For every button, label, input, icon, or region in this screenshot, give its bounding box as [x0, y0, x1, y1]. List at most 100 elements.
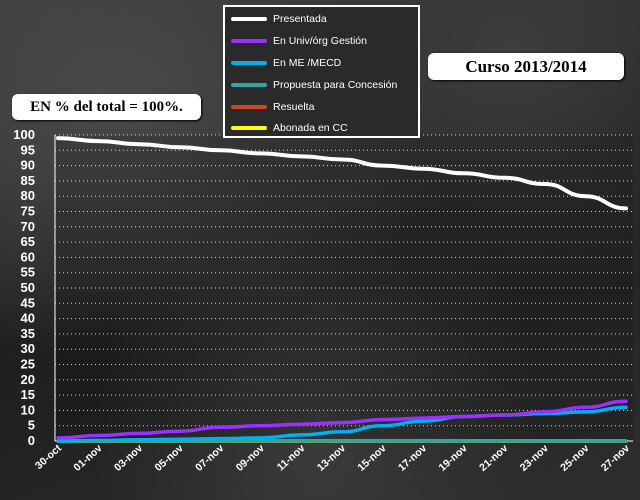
- legend-item-resuelta: Resuelta: [231, 99, 314, 115]
- series-0-point-3: [179, 147, 180, 148]
- series-1-point-8: [382, 419, 383, 420]
- x-tick-label-01-nov: 01-nov: [71, 442, 104, 474]
- legend-item-abonada: Abonada en CC: [231, 120, 348, 136]
- y-tick-label-50: 50: [21, 280, 35, 295]
- x-tick-label-21-nov: 21-nov: [477, 442, 510, 474]
- series-0-point-2: [139, 144, 140, 145]
- series-1-point-1: [98, 435, 99, 436]
- series-0-point-9: [423, 168, 424, 169]
- series-2-point-5: [260, 437, 261, 438]
- series-3-point-6: [301, 441, 302, 442]
- series-0-point-10: [463, 173, 464, 174]
- y-tick-label-0: 0: [28, 433, 35, 448]
- y-tick-label-30: 30: [21, 341, 35, 356]
- series-0-point-7: [342, 159, 343, 160]
- legend-swatch-propuesta: [231, 83, 267, 87]
- legend-item-presentada: Presentada: [231, 11, 327, 27]
- y-tick-label-25: 25: [21, 357, 35, 372]
- y-tick-label-55: 55: [21, 265, 35, 280]
- series-2-point-1: [98, 440, 99, 441]
- legend-label-abonada: Abonada en CC: [273, 122, 348, 134]
- legend-swatch-presentada: [231, 17, 267, 21]
- x-tick-label-23-nov: 23-nov: [518, 442, 551, 474]
- grid-lines: [55, 134, 633, 427]
- series-0-point-0: [58, 138, 59, 139]
- legend-label-resuelta: Resuelta: [273, 101, 315, 113]
- y-tick-label-40: 40: [21, 311, 35, 326]
- x-tick-label-03-nov: 03-nov: [112, 442, 145, 474]
- x-tick-label-09-nov: 09-nov: [234, 442, 267, 474]
- y-tick-label-70: 70: [21, 219, 35, 234]
- series-3-point-10: [463, 441, 464, 442]
- legend-label-presentada: Presentada: [273, 13, 327, 25]
- x-tick-label-30-oct: 30-oct: [33, 442, 64, 472]
- series-1-point-6: [301, 424, 302, 425]
- y-tick-label-85: 85: [21, 173, 35, 188]
- series-2-point-14: [626, 407, 627, 408]
- series-3-point-14: [626, 441, 627, 442]
- y-tick-label-90: 90: [21, 158, 35, 173]
- course-year-label: Curso 2013/2014: [428, 53, 624, 80]
- x-tick-label-19-nov: 19-nov: [437, 442, 470, 474]
- series-2-point-6: [301, 434, 302, 435]
- series-0-point-8: [382, 165, 383, 166]
- y-tick-label-20: 20: [21, 372, 35, 387]
- series-0-point-1: [98, 141, 99, 142]
- series-3-point-5: [260, 441, 261, 442]
- y-tick-label-100: 100: [13, 127, 35, 142]
- series-1-point-4: [220, 427, 221, 428]
- y-tick-label-75: 75: [21, 204, 35, 219]
- x-tick-label-15-nov: 15-nov: [355, 442, 388, 474]
- series-1-point-11: [504, 415, 505, 416]
- series-0-point-4: [220, 150, 221, 151]
- series-0-point-12: [544, 184, 545, 185]
- legend-item-propuesta: Propuesta para Concesión: [231, 77, 397, 93]
- series-3-point-9: [423, 441, 424, 442]
- legend-swatch-en-univ: [231, 39, 267, 43]
- series-1-point-9: [423, 418, 424, 419]
- series-3-point-13: [585, 441, 586, 442]
- series-2-point-9: [423, 421, 424, 422]
- x-tick-label-27-nov: 27-nov: [599, 442, 632, 474]
- total-percentage-note: EN % del total = 100%.: [12, 94, 201, 120]
- series-3-point-8: [382, 441, 383, 442]
- series-3-point-7: [342, 441, 343, 442]
- series-1-point-0: [58, 437, 59, 438]
- series-2-point-7: [342, 431, 343, 432]
- series-0-point-5: [260, 153, 261, 154]
- series-3-point-4: [220, 441, 221, 442]
- series-1-point-5: [260, 425, 261, 426]
- series-lines: [56, 136, 628, 443]
- x-tick-label-13-nov: 13-nov: [315, 442, 348, 474]
- y-tick-label-45: 45: [21, 295, 35, 310]
- series-2-point-13: [585, 411, 586, 412]
- y-tick-label-35: 35: [21, 326, 35, 341]
- series-2-point-0: [58, 441, 59, 442]
- series-1-point-2: [139, 433, 140, 434]
- series-2-point-4: [220, 438, 221, 439]
- legend-swatch-abonada: [231, 126, 267, 130]
- series-1-point-14: [626, 401, 627, 402]
- legend-swatch-en-me: [231, 61, 267, 65]
- legend-label-en-univ: En Univ/órg Gestión: [273, 35, 367, 47]
- y-tick-label-65: 65: [21, 234, 35, 249]
- series-1-point-12: [544, 411, 545, 412]
- series-2-point-3: [179, 439, 180, 440]
- series-line-1: [56, 399, 628, 440]
- x-tick-label-17-nov: 17-nov: [396, 442, 429, 474]
- y-tick-label-60: 60: [21, 249, 35, 264]
- legend-swatch-resuelta: [231, 105, 267, 109]
- series-3-point-11: [504, 441, 505, 442]
- series-3-point-12: [544, 441, 545, 442]
- y-tick-label-95: 95: [21, 142, 35, 157]
- series-0-point-13: [585, 196, 586, 197]
- series-2-point-2: [139, 439, 140, 440]
- y-axis-ticks: 0510152025303540455055606570758085909510…: [13, 127, 35, 448]
- y-tick-label-15: 15: [21, 387, 35, 402]
- legend-label-propuesta: Propuesta para Concesión: [273, 79, 398, 91]
- legend-label-en-me: En ME /MECD: [273, 57, 342, 69]
- series-1-point-3: [179, 431, 180, 432]
- series-0-point-14: [626, 208, 627, 209]
- x-tick-label-05-nov: 05-nov: [153, 442, 186, 474]
